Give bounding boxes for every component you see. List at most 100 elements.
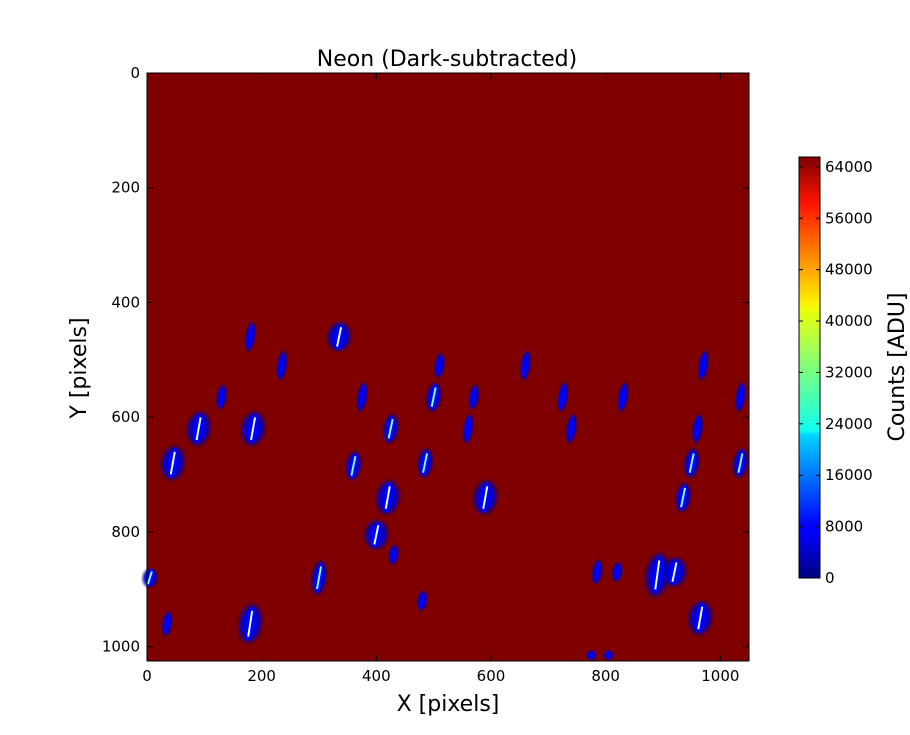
x-tick-label: 800: [591, 667, 620, 685]
emission-line: [471, 477, 500, 518]
emission-line-body: [694, 415, 701, 442]
y-tick-label: 200: [111, 179, 140, 197]
emission-line: [660, 554, 689, 590]
emission-line-body: [278, 352, 285, 379]
emission-line-core: [146, 571, 153, 585]
emission-line-body: [606, 650, 611, 660]
x-tick-label: 1000: [701, 667, 739, 685]
emission-line: [215, 382, 228, 412]
x-axis-label: X [pixels]: [397, 692, 500, 717]
y-tick-label: 400: [111, 293, 140, 311]
emission-line-core: [373, 524, 380, 545]
emission-line: [424, 380, 443, 415]
x-tick-label: 600: [477, 667, 506, 685]
colorbar-tick-label: 8000: [825, 518, 863, 536]
chart-title: Neon (Dark-subtracted): [317, 47, 577, 72]
emission-line-core: [697, 606, 704, 630]
colorbar-tick-label: 64000: [825, 158, 873, 176]
colorbar-tick-label: 40000: [825, 312, 873, 330]
emission-line: [673, 480, 693, 515]
emission-line: [184, 408, 213, 449]
emission-line-core: [671, 562, 678, 582]
y-tick-label: 600: [111, 408, 140, 426]
emission-line: [235, 600, 265, 647]
x-tick-label: 400: [362, 667, 391, 685]
colorbar-ticks: 0 8000 16000 24000 32000 40000 48000 56000 64000: [799, 158, 873, 587]
emission-line: [381, 411, 400, 446]
emission-line: [324, 319, 354, 355]
emission-line: [616, 380, 630, 415]
emission-line-body: [247, 323, 253, 350]
colorbar-tick-label: 48000: [825, 261, 873, 279]
emission-line-body: [614, 563, 620, 581]
emission-line-core: [250, 417, 257, 441]
emission-line-core: [384, 486, 391, 509]
emission-line: [373, 477, 402, 518]
emission-line-core: [169, 451, 176, 475]
emission-line: [733, 380, 747, 415]
emission-line: [433, 351, 446, 380]
emission-line: [556, 380, 570, 415]
colorbar-tick-label: 24000: [825, 415, 873, 433]
emission-line-body: [218, 386, 225, 408]
emission-line: [686, 597, 715, 638]
emission-line: [682, 445, 701, 481]
emission-line: [564, 411, 578, 446]
emission-line-core: [422, 453, 429, 473]
emission-line-body: [164, 612, 170, 635]
emission-line-body: [568, 415, 575, 442]
emission-line-core: [430, 387, 437, 407]
y-axis-label: Y [pixels]: [67, 317, 92, 419]
emission-line: [518, 348, 532, 383]
emission-line-body: [522, 352, 529, 379]
emission-line: [362, 517, 391, 552]
emission-line: [355, 380, 369, 415]
emission-line: [690, 411, 704, 446]
colorbar-gradient: [798, 156, 821, 579]
emission-line-core: [654, 560, 661, 590]
emission-line-body: [419, 592, 425, 610]
emission-line: [461, 411, 475, 446]
emission-line-core: [247, 610, 254, 637]
emission-line: [344, 448, 363, 484]
emission-line-core: [195, 417, 202, 441]
emission-line-body: [391, 546, 396, 564]
y-tick-label: 0: [130, 64, 140, 82]
emission-line: [696, 348, 710, 383]
emission-line: [415, 445, 435, 481]
x-axis: 0 200 400 600 800 1000: [142, 73, 739, 685]
y-tick-label: 800: [111, 523, 140, 541]
emission-line: [416, 589, 429, 613]
emission-line: [160, 609, 174, 638]
colorbar: 0 8000 16000 24000 32000 40000 48000 56000 64000…: [798, 156, 910, 587]
emission-line-core: [350, 456, 357, 476]
emission-line-core: [482, 486, 489, 509]
emission-line: [140, 566, 159, 590]
emission-line-core: [680, 487, 687, 508]
x-tick-label: 200: [247, 667, 276, 685]
plot-area: [140, 72, 750, 662]
emission-line-body: [436, 354, 442, 377]
emission-line: [309, 557, 329, 598]
emission-line: [238, 408, 268, 449]
emission-line-body: [465, 415, 471, 442]
emission-line-core: [737, 453, 744, 473]
emission-lines: [140, 319, 750, 662]
y-axis: 0 200 400 600 800 1000: [102, 64, 749, 656]
emission-line-core: [316, 566, 322, 590]
emission-line: [158, 443, 187, 484]
emission-line-body: [559, 384, 566, 411]
emission-line-body: [589, 650, 594, 660]
x-tick-label: 0: [142, 667, 152, 685]
colorbar-tick-label: 32000: [825, 363, 873, 381]
emission-line: [467, 382, 481, 412]
emission-line-body: [471, 386, 477, 408]
emission-line: [731, 445, 750, 481]
colorbar-tick-label: 56000: [825, 209, 873, 227]
emission-line: [610, 560, 624, 584]
emission-line-body: [359, 384, 365, 411]
emission-line: [387, 543, 400, 567]
emission-line-body: [737, 384, 744, 411]
emission-line-body: [620, 384, 626, 411]
